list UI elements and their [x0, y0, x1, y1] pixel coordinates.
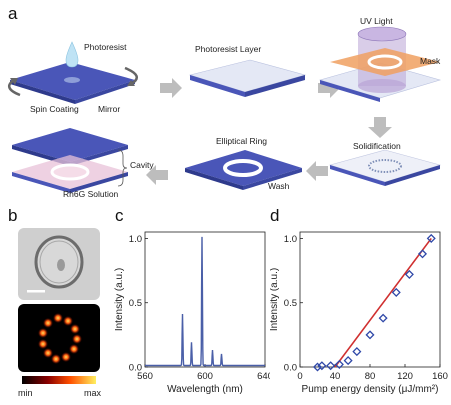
- x-tick-label: 560: [137, 371, 153, 382]
- label-mask: Mask: [420, 56, 441, 66]
- data-point-3: [326, 361, 336, 371]
- data-point-6: [352, 347, 362, 357]
- cavity-bracket: [117, 149, 128, 187]
- label-wash: Wash: [268, 181, 290, 191]
- label-cavity: Cavity: [130, 160, 154, 170]
- y-axis-label: Intensity (a.u.): [114, 268, 125, 331]
- x-tick-label: 160: [432, 371, 448, 382]
- data-point-7: [365, 330, 375, 340]
- data-point-10: [404, 269, 414, 279]
- panel-letter-d: d: [270, 206, 280, 225]
- threshold-chart: 0 40 80 120 160 0.0 0.5 1.0 Pump energy density …: [270, 231, 448, 395]
- fluorescence-image: [18, 304, 100, 372]
- colorbar-min-label: min: [18, 388, 33, 398]
- y-tick-label: 1.0: [129, 234, 142, 245]
- label-rh6g-solution: Rh6G Solution: [63, 189, 119, 199]
- x-tick-label: 640: [257, 371, 270, 382]
- y-tick-label: 0.0: [284, 363, 297, 374]
- rotation-arrow-right-icon: [124, 66, 138, 86]
- panel-a-schematic: [7, 26, 442, 193]
- data-point-4: [334, 359, 344, 369]
- label-elliptical-ring: Elliptical Ring: [216, 136, 268, 146]
- x-tick-label: 40: [330, 371, 341, 382]
- microscope-image: [18, 228, 100, 300]
- y-tick-label: 0.0: [129, 363, 142, 374]
- photoresist-layer-plate: [188, 59, 307, 97]
- x-tick-label: 0: [297, 371, 302, 382]
- label-mirror: Mirror: [98, 104, 121, 114]
- label-solidification: Solidification: [353, 141, 401, 151]
- plot-frame: [299, 231, 441, 368]
- y-tick-label: 1.0: [284, 234, 297, 245]
- label-photoresist-layer: Photoresist Layer: [195, 44, 262, 54]
- process-arrow-left-2: [146, 165, 168, 185]
- x-tick-label: 600: [197, 371, 213, 382]
- process-arrow-left-1: [306, 161, 328, 181]
- process-arrow-down: [368, 117, 392, 138]
- uv-exposure-setup: [318, 26, 442, 102]
- data-point-11: [417, 249, 428, 259]
- y-tick-label: 0.5: [129, 298, 142, 309]
- linear-fit-line: [334, 237, 432, 368]
- scale-bar: [27, 290, 45, 293]
- data-point-5: [343, 356, 353, 366]
- panel-letter-c: c: [115, 206, 124, 225]
- panel-letter-a: a: [8, 4, 18, 23]
- spectrum-line: [145, 236, 265, 367]
- plot-frame: [144, 231, 266, 368]
- x-tick-label: 120: [397, 371, 413, 382]
- label-photoresist: Photoresist: [84, 42, 127, 52]
- x-axis-label: Pump energy density (μJ/mm²): [302, 384, 439, 395]
- colorbar-max-label: max: [84, 388, 102, 398]
- data-point-1: [312, 362, 323, 372]
- spectrum-chart: 560 600 640 0.0 0.5 1.0 Wavelength (nm) Intensi…: [114, 231, 270, 395]
- colorbar: [22, 376, 96, 384]
- solidified-ring-plate: [328, 149, 442, 186]
- mirror-plate-1: [10, 62, 135, 104]
- elliptical-ring-plate: [185, 150, 302, 190]
- data-point-2: [317, 361, 327, 371]
- cavity-assembly: [12, 128, 128, 193]
- y-tick-label: 0.5: [284, 298, 297, 309]
- x-tick-label: 80: [365, 371, 376, 382]
- y-axis-label: Intensity (a.u.): [270, 268, 280, 331]
- droplet-icon: [64, 41, 80, 83]
- data-point-12: [426, 233, 436, 243]
- label-uv-light: UV Light: [360, 16, 393, 26]
- label-spin-coating: Spin Coating: [30, 104, 79, 114]
- data-point-9: [391, 287, 401, 297]
- rotation-arrow-left-icon: [7, 78, 21, 97]
- process-arrow-right-1: [160, 78, 182, 98]
- panel-letter-b: b: [8, 206, 18, 225]
- data-point-8: [378, 313, 388, 323]
- x-axis-label: Wavelength (nm): [167, 384, 243, 395]
